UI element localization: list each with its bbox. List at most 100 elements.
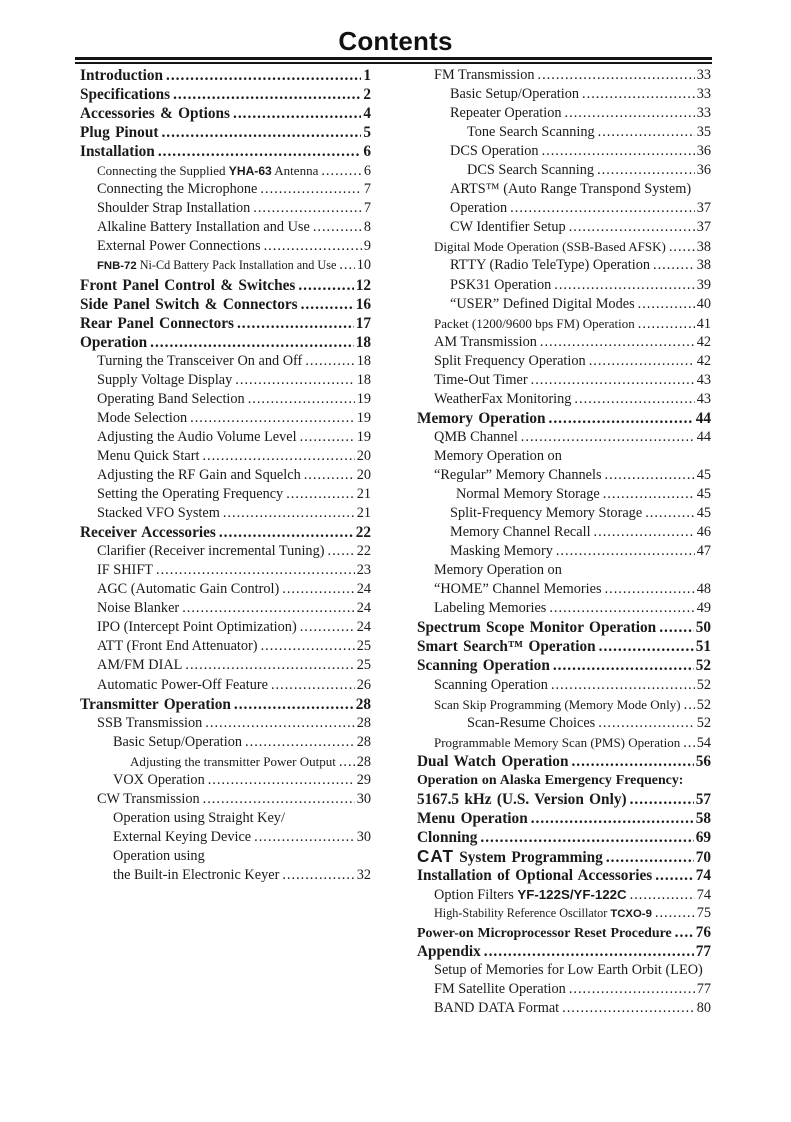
label-text: Memory Operation on (434, 447, 562, 464)
toc-entry-label: Clonning (417, 828, 477, 847)
toc-entry: SSB Transmission 28 (80, 714, 371, 733)
toc-entry-label: ARTS™ (Auto Range Transpond System) (450, 180, 691, 199)
toc-leader-dots (202, 447, 354, 466)
toc-entry-page: 69 (695, 828, 711, 846)
toc-entry-page: 25 (356, 638, 371, 655)
toc-leader-dots (599, 637, 694, 656)
label-text: Scanning Operation (434, 676, 548, 693)
toc-entry-page: 28 (356, 733, 371, 750)
toc-entry-page: 30 (356, 828, 371, 845)
toc-entry-label: Time-Out Timer (434, 371, 528, 390)
label-text: Front Panel Control & Switches (80, 276, 296, 294)
toc-leader-dots (531, 809, 694, 828)
toc-leader-dots (684, 696, 695, 715)
toc-entry: Masking Memory 47 (417, 542, 711, 561)
toc-entry: the Built-in Electronic Keyer 32 (80, 866, 371, 885)
toc-entry-page: 70 (695, 848, 711, 866)
toc-entry-label: Introduction (80, 66, 163, 85)
toc-entry-page: 77 (695, 943, 711, 961)
label-text: “USER” Defined Digital Modes (450, 295, 635, 312)
toc-entry-label: External Power Connections (97, 237, 261, 256)
toc-entry-label: FNB-72 Ni-Cd Battery Pack Installation a… (97, 256, 336, 276)
label-text: Setup of Memories for Low Earth Orbit (L… (434, 962, 703, 979)
toc-leader-dots (339, 256, 354, 275)
toc-leader-dots (569, 218, 695, 237)
toc-entry: RTTY (Radio TeleType) Operation 38 (417, 256, 711, 275)
toc-entry-page: 10 (356, 257, 371, 274)
toc-entry: Accessories & Options 4 (80, 104, 371, 123)
toc-entry: Setup of Memories for Low Earth Orbit (L… (417, 961, 711, 980)
toc-entry-page: 33 (696, 105, 711, 122)
toc-entry: CW Identifier Setup 37 (417, 218, 711, 237)
label-text: Specifications (80, 86, 171, 104)
toc-entry: External Power Connections 9 (80, 237, 371, 256)
toc-entry-label: High-Stability Reference Oscillator TCXO… (434, 904, 652, 924)
toc-entry: “HOME” Channel Memories 48 (417, 580, 711, 599)
toc-entry: Operation 37 (417, 199, 711, 218)
label-text: Supply Voltage Display (97, 371, 233, 388)
toc-entry-page: 42 (696, 333, 711, 350)
toc-entry: AM/FM DIAL 25 (80, 656, 371, 675)
toc-entry-page: 18 (356, 371, 371, 388)
label-text: Operation using Straight Key/ (113, 809, 285, 826)
label-text: BAND DATA Format (434, 1000, 560, 1017)
label-text: Repeater Operation (450, 105, 562, 122)
label-text: Operation (450, 200, 508, 217)
label-text: Packet (1200/9600 bps FM) Operation (434, 315, 635, 331)
toc-entry: Spectrum Scope Monitor Operation 50 (417, 618, 711, 637)
toc-entry: Time-Out Timer 43 (417, 371, 711, 390)
toc-entry-page: 23 (356, 562, 371, 579)
toc-leader-dots (569, 980, 695, 999)
toc-entry-page: 19 (356, 390, 371, 407)
label-text: 5167.5 kHz (U.S. Version Only) (417, 790, 627, 808)
label-text: Normal Memory Storage (456, 486, 600, 503)
toc-entry-label: CAT System Programming (417, 846, 603, 867)
toc-entry-label: Spectrum Scope Monitor Operation (417, 618, 656, 637)
toc-leader-dots (669, 238, 695, 257)
toc-entry-label: Rear Panel Connectors (80, 314, 234, 333)
toc-entry-label: IPO (Intercept Point Optimization) (97, 618, 297, 637)
toc-entry-label: Scanning Operation (417, 656, 550, 675)
toc-entry: Dual Watch Operation 56 (417, 752, 711, 771)
toc-leader-dots (305, 352, 354, 371)
toc-entry-page: 58 (695, 809, 711, 827)
toc-entry: WeatherFax Monitoring 43 (417, 390, 711, 409)
toc-leader-dots (173, 85, 361, 104)
toc-entry: Appendix 77 (417, 942, 711, 961)
toc-entry-label: Dual Watch Operation (417, 752, 568, 771)
toc-entry-page: 7 (363, 181, 371, 198)
toc-leader-dots (484, 942, 694, 961)
label-text: Menu Operation (417, 809, 528, 827)
toc-leader-dots (237, 314, 354, 333)
toc-entry-page: 29 (356, 771, 371, 788)
label-text: Adjusting the Audio Volume Level (97, 428, 297, 445)
toc-entry-label: RTTY (Radio TeleType) Operation (450, 256, 650, 275)
toc-entry-label: Tone Search Scanning (467, 123, 595, 142)
toc-entry: QMB Channel 44 (417, 428, 711, 447)
toc-entry: IF SHIFT 23 (80, 561, 371, 580)
toc-leader-dots (655, 904, 695, 923)
page-title: Contents (338, 26, 453, 56)
toc-entry-page: 21 (356, 505, 371, 522)
toc-entry-label: DCS Search Scanning (467, 161, 594, 180)
toc-entry-page: 16 (355, 295, 371, 313)
toc-entry: Introduction 1 (80, 66, 371, 85)
label-text: Split Frequency Operation (434, 352, 586, 369)
toc-entry-label: BAND DATA Format (434, 999, 559, 1018)
toc-entry-label: Specifications (80, 85, 170, 104)
toc-entry: Repeater Operation 33 (417, 104, 711, 123)
toc-entry-label: 5167.5 kHz (U.S. Version Only) (417, 790, 627, 809)
toc-entry-label: Memory Channel Recall (450, 523, 591, 542)
toc-leader-dots (339, 753, 355, 772)
toc-leader-dots (321, 162, 362, 181)
label-text: Adjusting the RF Gain and Squelch (97, 466, 301, 483)
toc-entry: Labeling Memories 49 (417, 599, 711, 618)
toc-entry-page: 38 (696, 239, 711, 256)
toc-entry-label: Installation (80, 142, 155, 161)
toc-entry-label: Mode Selection (97, 409, 187, 428)
toc-entry: Scan Skip Programming (Memory Mode Only)… (417, 695, 711, 714)
label-text: QMB Channel (434, 428, 518, 445)
toc-entry-label: Connecting the Supplied YHA-63 Antenna (97, 161, 318, 181)
toc-entry: Adjusting the Audio Volume Level 19 (80, 428, 371, 447)
toc-leader-dots (582, 85, 695, 104)
